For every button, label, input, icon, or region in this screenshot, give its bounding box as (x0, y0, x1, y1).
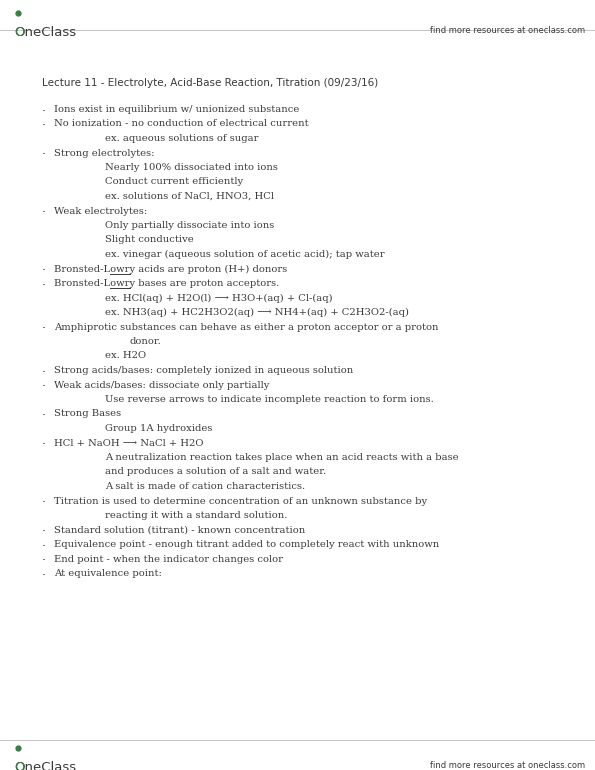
Text: HCl + NaOH ⟶ NaCl + H2O: HCl + NaOH ⟶ NaCl + H2O (54, 438, 203, 447)
Text: ex. solutions of NaCl, HNO3, HCl: ex. solutions of NaCl, HNO3, HCl (105, 192, 274, 201)
Text: ·: · (42, 105, 46, 118)
Text: Standard solution (titrant) - known concentration: Standard solution (titrant) - known conc… (54, 525, 305, 534)
Text: OneClass: OneClass (14, 761, 76, 770)
Text: Weak acids/bases: dissociate only partially: Weak acids/bases: dissociate only partia… (54, 380, 270, 390)
Text: and produces a solution of a salt and water.: and produces a solution of a salt and wa… (105, 467, 326, 477)
Text: ·: · (42, 206, 46, 219)
Text: Bronsted-Lowry bases are proton acceptors.: Bronsted-Lowry bases are proton acceptor… (54, 279, 279, 288)
Text: At equivalence point:: At equivalence point: (54, 569, 162, 578)
Text: ex. HCl(aq) + H2O(l) ⟶ H3O+(aq) + Cl-(aq): ex. HCl(aq) + H2O(l) ⟶ H3O+(aq) + Cl-(aq… (105, 293, 333, 303)
Text: ·: · (42, 279, 46, 292)
Text: ·: · (42, 380, 46, 393)
Text: ·: · (42, 149, 46, 162)
Text: O: O (14, 761, 24, 770)
Text: A salt is made of cation characteristics.: A salt is made of cation characteristics… (105, 482, 305, 491)
Text: Titration is used to determine concentration of an unknown substance by: Titration is used to determine concentra… (54, 497, 427, 505)
Text: Strong acids/bases: completely ionized in aqueous solution: Strong acids/bases: completely ionized i… (54, 366, 353, 375)
Text: ·: · (42, 525, 46, 538)
Text: Conduct current efficiently: Conduct current efficiently (105, 178, 243, 186)
Text: ex. aqueous solutions of sugar: ex. aqueous solutions of sugar (105, 134, 258, 143)
Text: ·: · (42, 554, 46, 567)
Text: OneClass: OneClass (14, 26, 76, 39)
Text: ·: · (42, 540, 46, 553)
Text: ·: · (42, 438, 46, 451)
Text: Use reverse arrows to indicate incomplete reaction to form ions.: Use reverse arrows to indicate incomplet… (105, 395, 434, 404)
Text: Only partially dissociate into ions: Only partially dissociate into ions (105, 221, 274, 230)
Text: find more resources at oneclass.com: find more resources at oneclass.com (430, 761, 585, 770)
Text: Strong Bases: Strong Bases (54, 410, 121, 419)
Text: ·: · (42, 569, 46, 582)
Text: ·: · (42, 323, 46, 336)
Text: Nearly 100% dissociated into ions: Nearly 100% dissociated into ions (105, 163, 278, 172)
Text: ·: · (42, 497, 46, 510)
Text: Ions exist in equilibrium w/ unionized substance: Ions exist in equilibrium w/ unionized s… (54, 105, 299, 114)
Text: A neutralization reaction takes place when an acid reacts with a base: A neutralization reaction takes place wh… (105, 453, 459, 462)
Text: Slight conductive: Slight conductive (105, 236, 194, 245)
Text: ·: · (42, 119, 46, 132)
Text: reacting it with a standard solution.: reacting it with a standard solution. (105, 511, 287, 520)
Text: No ionization - no conduction of electrical current: No ionization - no conduction of electri… (54, 119, 309, 129)
Text: End point - when the indicator changes color: End point - when the indicator changes c… (54, 554, 283, 564)
Text: Weak electrolytes:: Weak electrolytes: (54, 206, 147, 216)
Text: ex. vinegar (aqueous solution of acetic acid); tap water: ex. vinegar (aqueous solution of acetic … (105, 250, 384, 259)
Text: ·: · (42, 366, 46, 379)
Text: donor.: donor. (130, 337, 162, 346)
Text: ex. NH3(aq) + HC2H3O2(aq) ⟶ NH4+(aq) + C2H3O2-(aq): ex. NH3(aq) + HC2H3O2(aq) ⟶ NH4+(aq) + C… (105, 308, 409, 317)
Text: Group 1A hydroxides: Group 1A hydroxides (105, 424, 212, 433)
Text: O: O (14, 26, 24, 39)
Text: Equivalence point - enough titrant added to completely react with unknown: Equivalence point - enough titrant added… (54, 540, 439, 549)
Text: Amphiprotic substances can behave as either a proton acceptor or a proton: Amphiprotic substances can behave as eit… (54, 323, 439, 332)
Text: ex. H2O: ex. H2O (105, 351, 146, 360)
Text: Bronsted-Lowry acids are proton (H+) donors: Bronsted-Lowry acids are proton (H+) don… (54, 265, 287, 273)
Text: find more resources at oneclass.com: find more resources at oneclass.com (430, 26, 585, 35)
Text: Strong electrolytes:: Strong electrolytes: (54, 149, 155, 158)
Text: ·: · (42, 410, 46, 423)
Text: Lecture 11 - Electrolyte, Acid-Base Reaction, Titration (09/23/16): Lecture 11 - Electrolyte, Acid-Base Reac… (42, 78, 378, 88)
Text: ·: · (42, 265, 46, 277)
